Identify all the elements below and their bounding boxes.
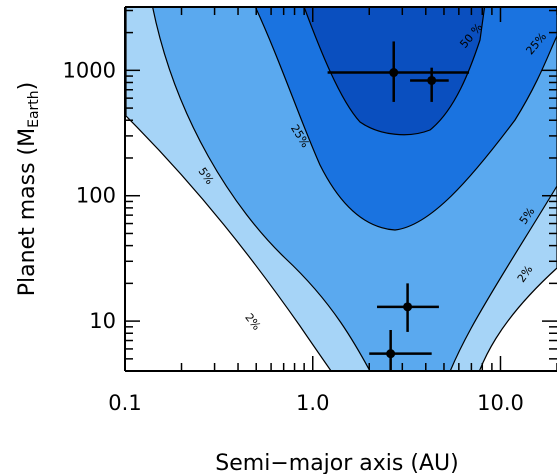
y-axis-title-end: ): [15, 82, 40, 91]
y-tick-label: 10: [89, 309, 116, 333]
planet-3: [377, 283, 439, 332]
planet-3-point: [403, 302, 413, 312]
y-axis-title-sub: Earth: [26, 90, 42, 128]
y-axis-title-main: Planet mass (M: [15, 128, 40, 296]
x-axis-title: Semi−major axis (AU): [215, 451, 458, 474]
y-axis-title: Planet mass (MEarth): [15, 82, 42, 297]
x-tick-label: 1.0: [296, 391, 329, 415]
planet-2: [410, 67, 449, 102]
plot-frame: [124, 6, 557, 372]
planet-points: [327, 41, 470, 371]
planet-4: [369, 329, 432, 371]
planet-1-point: [389, 68, 399, 78]
x-tick-label: 10.0: [477, 391, 524, 415]
x-tick-label: 0.1: [108, 391, 141, 415]
plot-area: 2%5%25%50 % 25%5%2%: [125, 7, 557, 371]
axis-ticks: [124, 7, 557, 372]
planet-4-point: [386, 349, 396, 359]
x-tick-labels: 0.1 1.0 10.0: [108, 391, 524, 415]
planet-1: [327, 41, 470, 102]
y-tick-label: 1000: [63, 58, 116, 82]
planet-2-point: [427, 75, 437, 85]
y-tick-labels: 10 100 1000: [63, 58, 116, 333]
y-tick-label: 100: [76, 184, 116, 208]
